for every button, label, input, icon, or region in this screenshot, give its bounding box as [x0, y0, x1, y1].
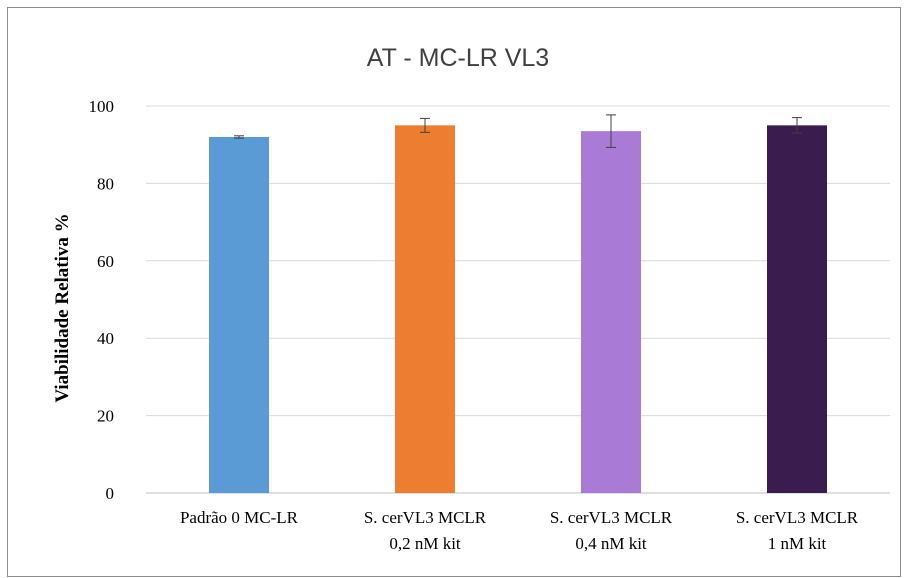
- gridlines: [146, 105, 890, 494]
- error-bar: [606, 114, 616, 148]
- y-axis-label: Viabilidade Relativa %: [52, 213, 73, 402]
- y-tick-label: 60: [97, 252, 114, 271]
- error-bar: [234, 135, 244, 139]
- bar: [209, 136, 269, 493]
- y-tick-label: 20: [97, 407, 114, 426]
- y-tick-label: 100: [89, 97, 115, 116]
- x-tick-label: S. cerVL3 MCLR 1 nM kit: [736, 508, 859, 553]
- bar: [581, 131, 641, 493]
- bars: [209, 125, 827, 493]
- bar: [395, 125, 455, 493]
- error-bar: [792, 117, 802, 134]
- chart-frame: AT - MC-LR VL3 0 20 40 60 80 100 Padrão 0 MC-…: [7, 7, 901, 577]
- bar-chart: AT - MC-LR VL3 0 20 40 60 80 100 Padrão 0 MC-…: [52, 44, 890, 553]
- error-bars: [234, 114, 802, 148]
- error-bar: [420, 117, 430, 133]
- y-tick-label: 40: [97, 329, 114, 348]
- y-tick-label: 0: [106, 484, 115, 503]
- y-tick-label: 80: [97, 174, 114, 193]
- x-tick-label: S. cerVL3 MCLR 0,4 nM kit: [550, 508, 673, 553]
- x-tick-label: Padrão 0 MC-LR: [180, 508, 299, 527]
- bar: [767, 125, 827, 493]
- x-tick-label: S. cerVL3 MCLR 0,2 nM kit: [364, 508, 487, 553]
- x-tick-labels: Padrão 0 MC-LR S. cerVL3 MCLR 0,2 nM kit S.…: [180, 508, 859, 553]
- chart-title: AT - MC-LR VL3: [367, 44, 549, 72]
- y-tick-labels: 0 20 40 60 80 100: [89, 97, 115, 503]
